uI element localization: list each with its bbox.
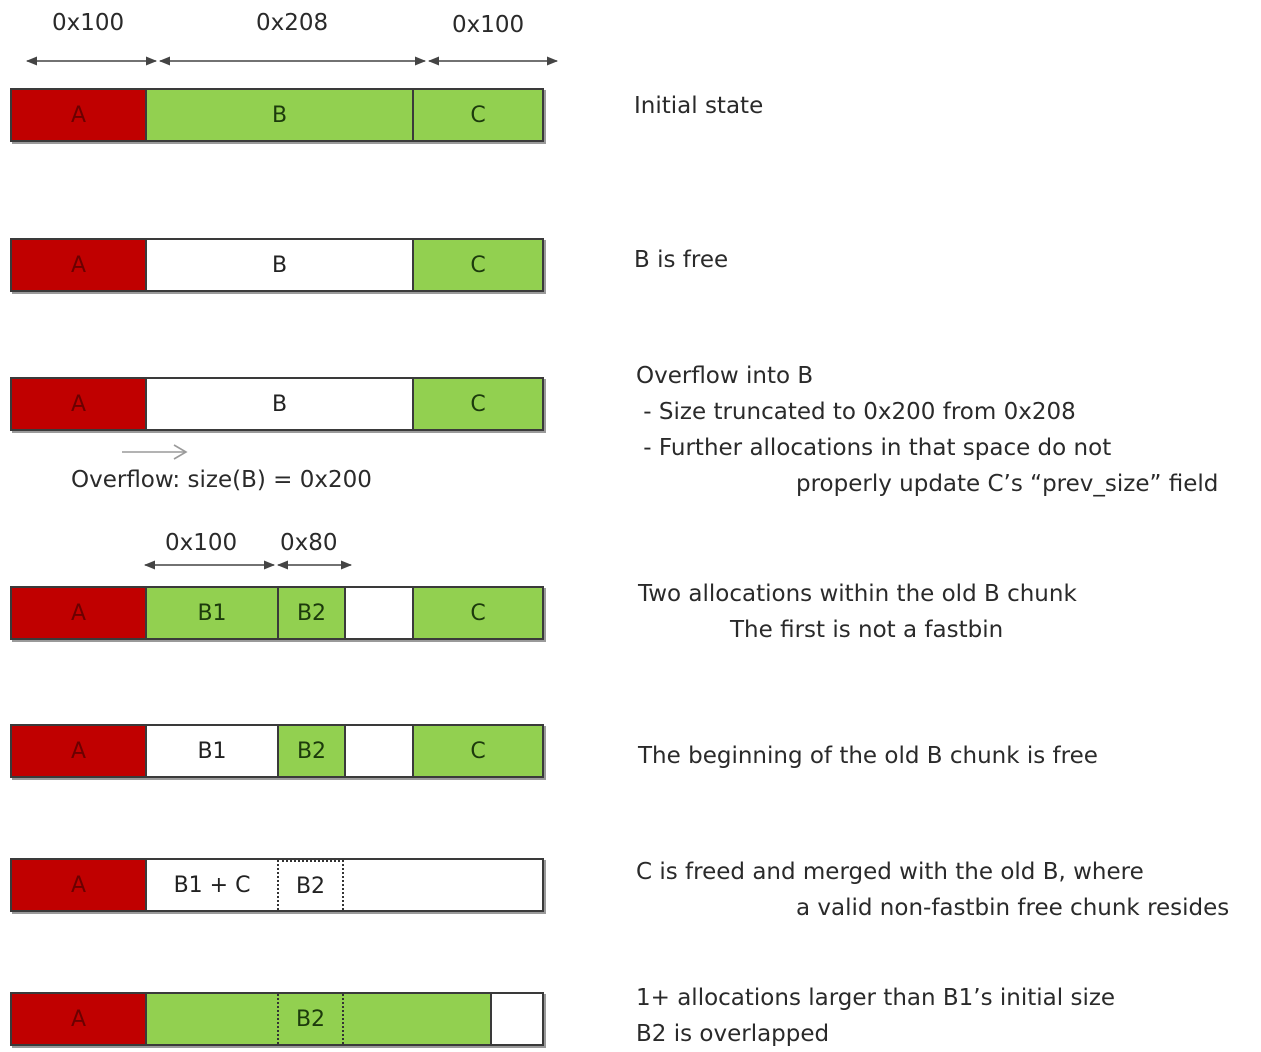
row-7-description: 1+ allocations larger than B1’s initial …: [636, 985, 1116, 1047]
heap-row-3: A B C: [10, 377, 544, 431]
chunk-b2-overlapped: B2: [277, 860, 344, 910]
row-5-description: The beginning of the old B chunk is free: [638, 743, 1098, 769]
chunk-remainder-free: [344, 588, 412, 638]
dim-label-b1: 0x100: [165, 530, 238, 556]
heap-row-5: A B1 B2 C: [10, 724, 544, 778]
chunk-b1-free: B1: [145, 726, 277, 776]
chunk-remainder-free: [344, 726, 412, 776]
chunk-c: C: [412, 726, 542, 776]
chunk-b2-overlapped: B2: [277, 994, 344, 1044]
chunk-a: A: [12, 379, 145, 429]
chunk-b-free: B: [145, 240, 412, 290]
chunk-c: C: [412, 379, 542, 429]
chunk-a: A: [12, 588, 145, 638]
chunk-b-free: B: [145, 379, 412, 429]
chunk-a: A: [12, 240, 145, 290]
chunk-a: A: [12, 726, 145, 776]
chunk-c: C: [412, 588, 542, 638]
chunk-c: C: [412, 90, 542, 140]
chunk-remainder-free: [490, 994, 542, 1044]
dim-label-c: 0x100: [452, 12, 525, 38]
dim-label-a: 0x100: [52, 10, 125, 36]
dim-label-b: 0x208: [256, 10, 329, 36]
chunk-a: A: [12, 90, 145, 140]
heap-row-7: A B2: [10, 992, 544, 1046]
chunk-a: A: [12, 994, 145, 1044]
chunk-c: C: [412, 240, 542, 290]
heap-row-6: A B1 + C B2: [10, 858, 544, 912]
row-1-description: Initial state: [634, 93, 764, 119]
chunk-b1-c-merged: B1 + C: [145, 860, 277, 910]
chunk-merged-free: [344, 860, 542, 910]
row-4-description: Two allocations within the old B chunk T…: [638, 581, 1077, 643]
chunk-large-allocation: [145, 994, 490, 1044]
row-2-description: B is free: [634, 247, 729, 273]
overflow-note: Overflow: size(B) = 0x200: [71, 467, 372, 493]
chunk-b2: B2: [277, 726, 344, 776]
chunk-b: B: [145, 90, 412, 140]
chunk-a: A: [12, 860, 145, 910]
row-3-description: Overflow into B - Size truncated to 0x20…: [636, 363, 1219, 497]
dim-label-b2: 0x80: [280, 530, 338, 556]
row-6-description: C is freed and merged with the old B, wh…: [636, 859, 1230, 921]
heap-row-2: A B C: [10, 238, 544, 292]
heap-row-1: A B C: [10, 88, 544, 142]
chunk-b2: B2: [277, 588, 344, 638]
chunk-b1: B1: [145, 588, 277, 638]
heap-row-4: A B1 B2 C: [10, 586, 544, 640]
